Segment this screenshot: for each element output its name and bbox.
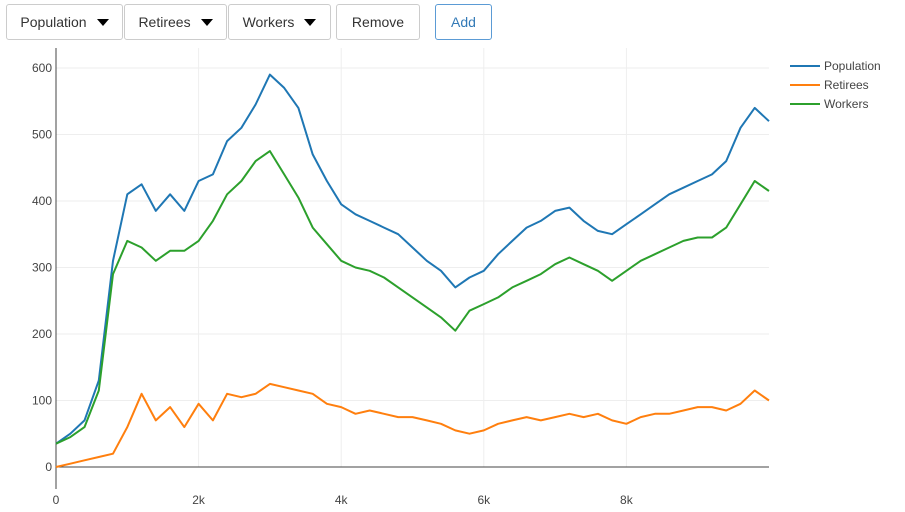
population-dropdown-button[interactable]: Population	[6, 4, 123, 40]
caret-down-icon	[304, 19, 317, 26]
x-tick-label: 6k	[477, 493, 491, 507]
population-dropdown-label: Population	[20, 14, 87, 30]
series-line-retirees	[55, 382, 770, 468]
legend-label: Workers	[824, 97, 868, 111]
series-line-workers	[55, 150, 770, 445]
x-tick-label: 4k	[335, 493, 349, 507]
y-tick-label: 400	[32, 194, 52, 208]
workers-dropdown-label: Workers	[242, 14, 295, 30]
x-tick-label: 2k	[192, 493, 206, 507]
chart-series	[55, 73, 770, 468]
retirees-dropdown-button[interactable]: Retirees	[124, 4, 227, 40]
caret-down-icon	[96, 19, 109, 26]
remove-button-label: Remove	[351, 14, 405, 30]
legend-label: Retirees	[824, 78, 869, 92]
legend-item-population[interactable]: Population	[790, 59, 881, 73]
chart-axes: 0 100 200 300 400 500 600 0 2k 4k 6k 8k	[32, 48, 769, 507]
chart-legend[interactable]: Population Retirees Workers	[790, 59, 881, 111]
y-tick-label: 200	[32, 327, 52, 341]
x-tick-label: 0	[53, 493, 60, 507]
y-tick-label: 300	[32, 260, 52, 274]
toolbar: Population Retirees Workers Remove Add	[6, 4, 492, 40]
legend-item-workers[interactable]: Workers	[790, 97, 868, 111]
add-button-label: Add	[451, 14, 476, 30]
workers-dropdown-button[interactable]: Workers	[228, 4, 331, 40]
y-tick-label: 0	[45, 460, 52, 474]
series-line-population	[55, 73, 770, 445]
legend-item-retirees[interactable]: Retirees	[790, 78, 869, 92]
y-tick-label: 500	[32, 127, 52, 141]
add-button[interactable]: Add	[435, 4, 492, 40]
retirees-dropdown-label: Retirees	[138, 14, 191, 30]
remove-button[interactable]: Remove	[336, 4, 420, 40]
y-tick-label: 100	[32, 393, 52, 407]
caret-down-icon	[200, 19, 213, 26]
chart-grid	[56, 48, 769, 467]
x-tick-label: 8k	[620, 493, 634, 507]
legend-label: Population	[824, 59, 881, 73]
y-tick-label: 600	[32, 61, 52, 75]
